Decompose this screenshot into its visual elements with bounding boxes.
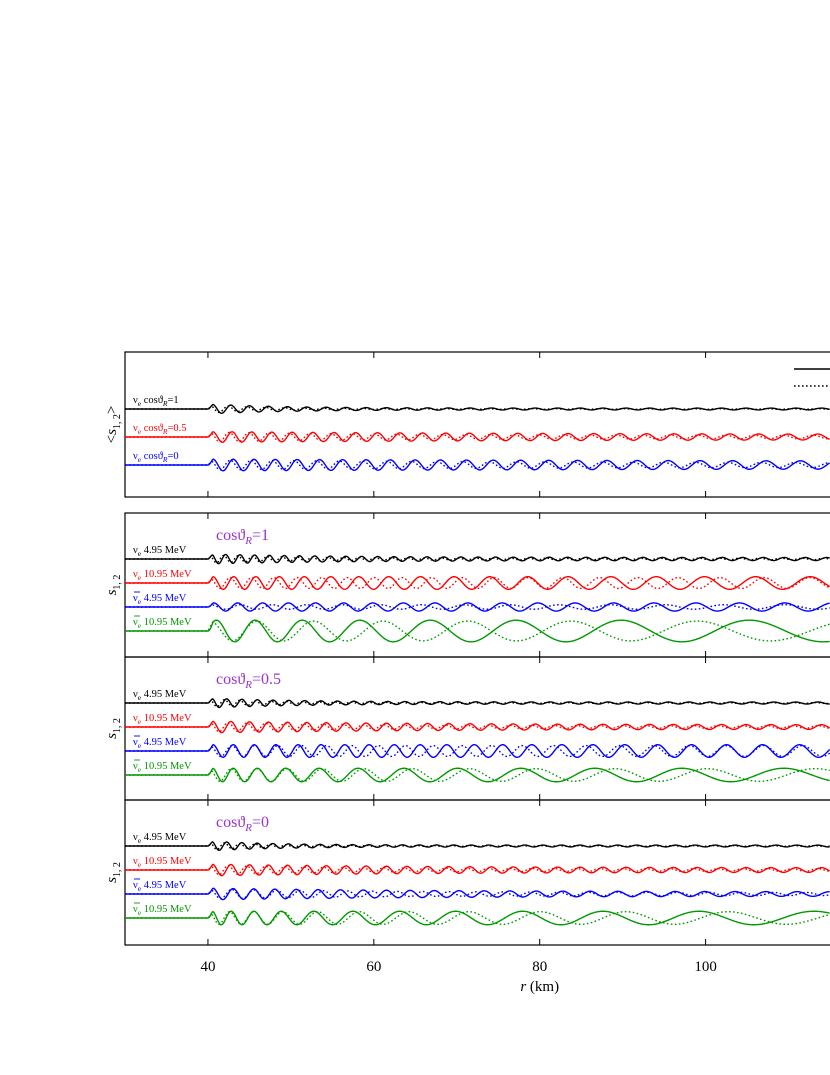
series-label: νe 10.95 MeV bbox=[133, 569, 192, 582]
x-axis-label: r (km) bbox=[520, 979, 559, 995]
series-solid-line bbox=[125, 720, 830, 734]
series-label: νe 10.95 MeV bbox=[133, 617, 192, 630]
series-solid-line bbox=[125, 841, 830, 852]
panel-frame bbox=[124, 799, 830, 946]
series-solid-line bbox=[125, 458, 830, 472]
series-dotted-line bbox=[125, 910, 830, 926]
y-axis-label: s1, 2 bbox=[104, 575, 123, 596]
series-label: νe 4.95 MeV bbox=[133, 737, 187, 750]
series-solid-line bbox=[125, 743, 830, 759]
series-solid-line bbox=[125, 602, 830, 612]
series-c05-2: νe 4.95 MeV bbox=[125, 735, 830, 759]
series-solid-line bbox=[125, 767, 830, 783]
panel-avg: <s1, 2> νe cosϑR=1 νe cosϑR=0.5 νe cosϑR=0 bbox=[104, 351, 830, 498]
series-c1-1: νe 10.95 MeV bbox=[125, 569, 830, 591]
panel-c05: s1, 2 cosϑR=0.5 νe 4.95 MeV νe 10.95 MeV νe … bbox=[104, 656, 830, 801]
panel-title: cosϑR=0 bbox=[216, 814, 269, 834]
series-c05-1: νe 10.95 MeV bbox=[125, 713, 830, 734]
series-label: νe 10.95 MeV bbox=[133, 856, 192, 869]
series-avg-2: νe cosϑR=0 bbox=[125, 451, 830, 472]
series-solid-line bbox=[125, 430, 830, 443]
x-tick-label: 60 bbox=[366, 959, 381, 975]
panel-title: cosϑR=1 bbox=[216, 527, 269, 547]
series-label: νe 4.95 MeV bbox=[133, 545, 187, 558]
series-solid-line bbox=[125, 403, 830, 414]
series-label: νe cosϑR=0 bbox=[133, 451, 179, 464]
series-label: νe 4.95 MeV bbox=[133, 689, 187, 702]
series-label: νe cosϑR=0.5 bbox=[133, 423, 187, 436]
panel-frame bbox=[124, 351, 830, 498]
series-solid-line bbox=[125, 575, 830, 591]
panel-title: cosϑR=0.5 bbox=[216, 671, 281, 691]
series-c0-0: νe 4.95 MeV bbox=[125, 832, 830, 852]
series-label: νe cosϑR=1 bbox=[133, 395, 179, 408]
series-label: νe 10.95 MeV bbox=[133, 713, 192, 726]
series-label: νe 10.95 MeV bbox=[133, 761, 192, 774]
x-tick-label: 40 bbox=[200, 959, 215, 975]
series-avg-1: νe cosϑR=0.5 bbox=[125, 423, 830, 443]
x-tick-label: 80 bbox=[532, 959, 547, 975]
series-solid-line bbox=[125, 698, 830, 709]
series-c05-3: νe 10.95 MeV bbox=[125, 759, 830, 783]
series-dotted-line bbox=[125, 698, 830, 708]
series-avg-0: νe cosϑR=1 bbox=[125, 395, 830, 414]
series-label: νe 4.95 MeV bbox=[133, 832, 187, 845]
x-tick-label: 100 bbox=[694, 959, 717, 975]
series-solid-line bbox=[125, 619, 830, 643]
panel-c0: s1, 2 cosϑR=0 νe 4.95 MeV νe 10.95 MeV νe 4.… bbox=[104, 799, 830, 946]
series-solid-line bbox=[125, 887, 830, 901]
series-c0-1: νe 10.95 MeV bbox=[125, 856, 830, 877]
series-dotted-line bbox=[125, 620, 830, 642]
series-c0-3: νe 10.95 MeV bbox=[125, 902, 830, 926]
y-axis-label: <s1, 2> bbox=[104, 406, 123, 444]
y-axis-label: s1, 2 bbox=[104, 718, 123, 739]
series-c05-0: νe 4.95 MeV bbox=[125, 689, 830, 709]
series-label: νe 4.95 MeV bbox=[133, 880, 187, 893]
series-c0-2: νe 4.95 MeV bbox=[125, 878, 830, 901]
series-c1-3: νe 10.95 MeV bbox=[125, 615, 830, 643]
series-solid-line bbox=[125, 553, 830, 565]
series-label: νe 4.95 MeV bbox=[133, 593, 187, 606]
series-label: νe 10.95 MeV bbox=[133, 904, 192, 917]
panel-c1: s1, 2 cosϑR=1 νe 4.95 MeV νe 10.95 MeV νe 4.… bbox=[104, 512, 830, 658]
y-axis-label: s1, 2 bbox=[104, 862, 123, 883]
series-c1-0: νe 4.95 MeV bbox=[125, 545, 830, 565]
series-solid-line bbox=[125, 863, 830, 877]
series-solid-line bbox=[125, 910, 830, 926]
series-c1-2: νe 4.95 MeV bbox=[125, 591, 830, 612]
series-dotted-line bbox=[125, 721, 830, 733]
series-dotted-line bbox=[125, 864, 830, 876]
